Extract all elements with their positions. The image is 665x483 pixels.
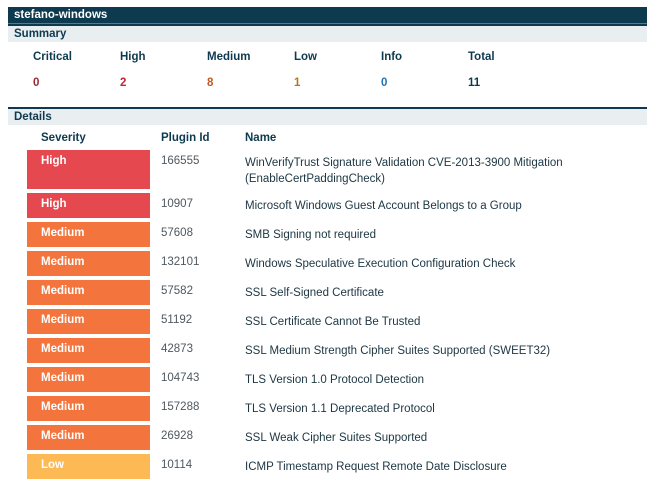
severity-badge: Medium (27, 222, 150, 247)
plugin-id-cell: 104743 (161, 372, 200, 384)
plugin-id-cell: 10907 (161, 198, 193, 210)
details-heading: Details (14, 111, 52, 123)
severity-badge: Medium (27, 280, 150, 305)
table-row[interactable]: Medium 26928 SSL Weak Cipher Suites Supp… (8, 423, 647, 452)
summary-column-label: High (120, 51, 146, 63)
column-header-plugin-id: Plugin Id (161, 132, 210, 144)
host-report: stefano-windows Summary Critical 0 High … (8, 7, 647, 483)
plugin-id-cell: 157288 (161, 401, 200, 413)
table-row[interactable]: Medium 42873 SSL Medium Strength Cipher … (8, 336, 647, 365)
plugin-id-cell: 26928 (161, 430, 193, 442)
summary-column-value: 0 (33, 77, 40, 89)
column-header-severity: Severity (41, 132, 86, 144)
vulnerability-name-cell: TLS Version 1.1 Deprecated Protocol (245, 403, 435, 415)
summary-column-label: Medium (207, 51, 251, 63)
vulnerability-name-cell: ICMP Timestamp Request Remote Date Discl… (245, 461, 507, 473)
summary-column-label: Low (294, 51, 317, 63)
table-body: High 166555 WinVerifyTrust Signature Val… (8, 148, 647, 481)
vulnerability-name-cell: SMB Signing not required (245, 229, 377, 241)
summary-column: Medium 8 (207, 51, 294, 89)
summary-column: High 2 (120, 51, 207, 89)
summary-column: Critical 0 (33, 51, 120, 89)
summary-column-value: 1 (294, 77, 301, 89)
vulnerability-name-cell: SSL Self-Signed Certificate (245, 287, 384, 299)
table-row[interactable]: Medium 104743 TLS Version 1.0 Protocol D… (8, 365, 647, 394)
table-row[interactable]: High 166555 WinVerifyTrust Signature Val… (8, 148, 647, 191)
plugin-id-cell: 57582 (161, 285, 193, 297)
plugin-id-cell: 42873 (161, 343, 193, 355)
vulnerability-name-cell: WinVerifyTrust Signature Validation CVE-… (245, 157, 563, 185)
vulnerability-name-cell: SSL Medium Strength Cipher Suites Suppor… (245, 345, 551, 357)
summary-section-header: Summary (8, 24, 647, 42)
vulnerability-name-cell: TLS Version 1.0 Protocol Detection (245, 374, 424, 386)
severity-badge: Medium (27, 309, 150, 334)
table-row[interactable]: Medium 51192 SSL Certificate Cannot Be T… (8, 307, 647, 336)
severity-badge: High (27, 150, 150, 189)
severity-badge: Medium (27, 425, 150, 450)
summary-column: Info 0 (381, 51, 468, 89)
table-row[interactable]: Low 10114 ICMP Timestamp Request Remote … (8, 452, 647, 481)
summary-heading: Summary (14, 28, 67, 40)
vulnerability-table: Severity Plugin Id Name High 166555 WinV… (8, 128, 647, 483)
summary-column-value: 0 (381, 77, 388, 89)
vulnerability-name-cell: Windows Speculative Execution Configurat… (245, 258, 516, 270)
vulnerability-name-cell: Microsoft Windows Guest Account Belongs … (245, 200, 522, 212)
severity-badge: Medium (27, 367, 150, 392)
column-header-name: Name (245, 132, 277, 144)
summary-column: Total 11 (468, 51, 555, 89)
table-header-row: Severity Plugin Id Name (8, 128, 647, 148)
host-title: stefano-windows (14, 9, 108, 21)
table-row[interactable]: Medium 157288 TLS Version 1.1 Deprecated… (8, 394, 647, 423)
severity-badge: Medium (27, 251, 150, 276)
plugin-id-cell: 57608 (161, 227, 193, 239)
severity-badge: High (27, 193, 150, 218)
table-row[interactable]: Medium 57582 SSL Self-Signed Certificate (8, 278, 647, 307)
table-row[interactable]: Medium 57608 SMB Signing not required (8, 220, 647, 249)
summary-column-label: Info (381, 51, 403, 63)
summary-column-value: 8 (207, 77, 214, 89)
summary-column-label: Total (468, 51, 495, 63)
summary-grid: Critical 0 High 2 Medium 8 Low 1 Info 0 … (8, 42, 647, 107)
summary-column-value: 11 (468, 77, 481, 89)
host-title-bar: stefano-windows (8, 7, 647, 24)
plugin-id-cell: 10114 (161, 459, 193, 471)
vulnerability-name-cell: SSL Weak Cipher Suites Supported (245, 432, 428, 444)
table-row[interactable]: Medium 132101 Windows Speculative Execut… (8, 249, 647, 278)
summary-column: Low 1 (294, 51, 381, 89)
severity-badge: Medium (27, 396, 150, 421)
summary-column-label: Critical (33, 51, 72, 63)
plugin-id-cell: 51192 (161, 314, 193, 326)
table-row[interactable]: High 10907 Microsoft Windows Guest Accou… (8, 191, 647, 220)
plugin-id-cell: 132101 (161, 256, 200, 268)
plugin-id-cell: 166555 (161, 155, 200, 167)
severity-badge: Low (27, 454, 150, 479)
summary-column-value: 2 (120, 77, 127, 89)
details-section-header: Details (8, 107, 647, 125)
severity-badge: Medium (27, 338, 150, 363)
vulnerability-name-cell: SSL Certificate Cannot Be Trusted (245, 316, 421, 328)
